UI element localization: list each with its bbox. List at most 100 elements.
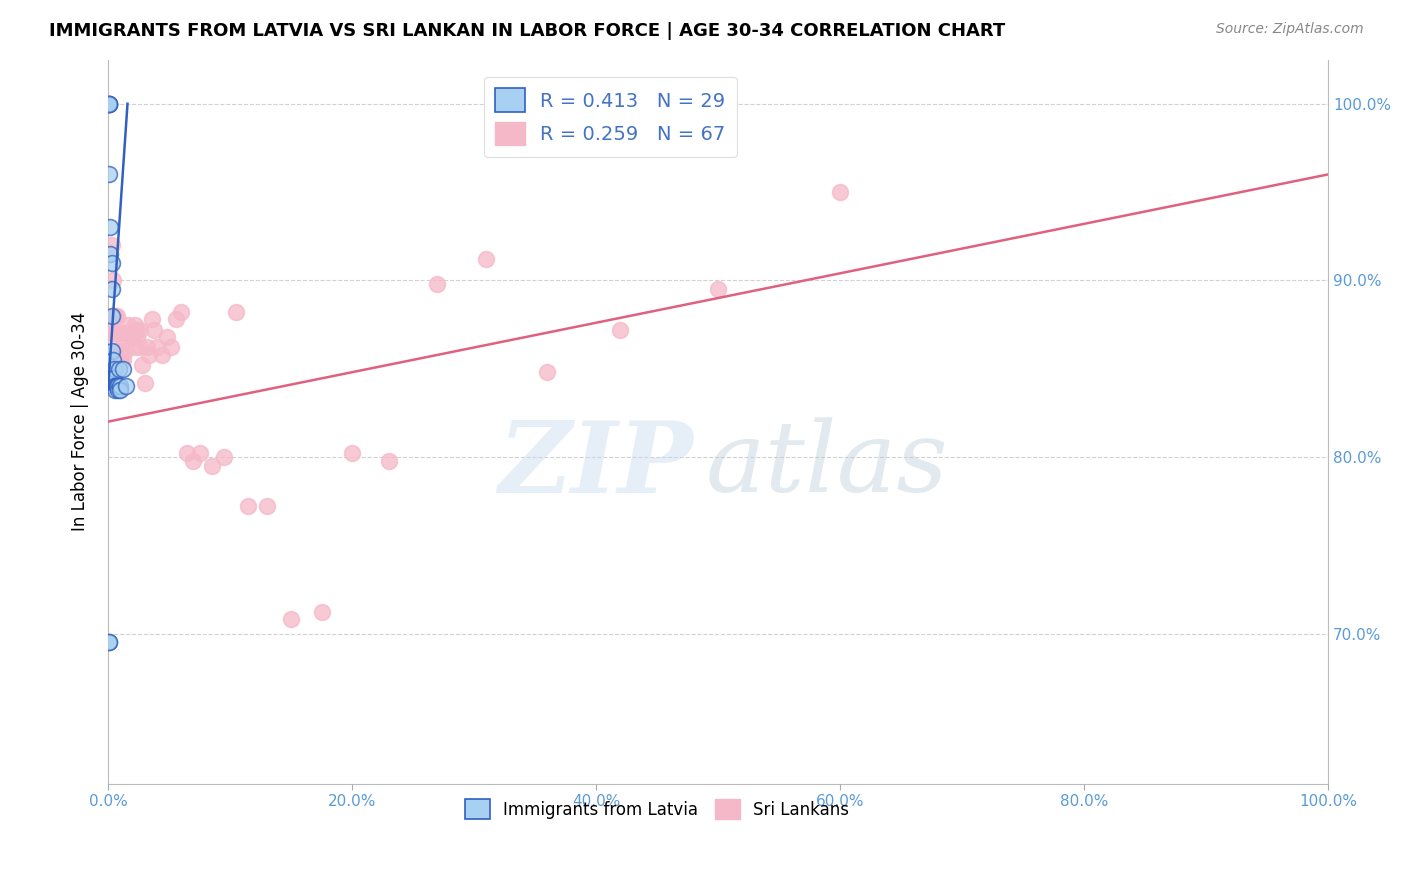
Point <box>108 344 131 359</box>
Point <box>146 341 169 355</box>
Point <box>114 326 136 341</box>
Point <box>98 96 121 111</box>
Point <box>111 352 134 367</box>
Point <box>201 458 224 473</box>
Point <box>155 330 177 344</box>
Point <box>103 379 125 393</box>
Point <box>118 326 141 341</box>
Point <box>124 318 146 332</box>
Point <box>134 376 156 390</box>
Point <box>108 379 131 393</box>
Point <box>127 323 149 337</box>
Point <box>111 361 134 376</box>
Point <box>104 309 127 323</box>
Point <box>183 453 205 467</box>
Point <box>100 256 122 270</box>
Point <box>98 96 121 111</box>
Point <box>136 341 159 355</box>
Point <box>212 450 235 464</box>
Point <box>188 446 211 460</box>
Point <box>117 318 139 332</box>
Point <box>127 330 149 344</box>
Point <box>377 453 399 467</box>
Point <box>141 312 163 326</box>
Point <box>98 96 121 111</box>
Point <box>150 347 173 361</box>
Point <box>128 323 150 337</box>
Point <box>121 330 143 344</box>
Point <box>98 168 121 182</box>
Point <box>828 185 851 199</box>
Point <box>101 352 124 367</box>
Point <box>98 96 121 111</box>
Point <box>124 341 146 355</box>
Point <box>170 305 193 319</box>
Point <box>98 635 121 649</box>
Point <box>107 379 129 393</box>
Point <box>105 379 128 393</box>
Point <box>103 309 125 323</box>
Point <box>104 383 127 397</box>
Point <box>98 96 121 111</box>
Point <box>100 326 122 341</box>
Point <box>114 344 136 359</box>
Point <box>105 309 128 323</box>
Point <box>426 277 449 291</box>
Legend: Immigrants from Latvia, Sri Lankans: Immigrants from Latvia, Sri Lankans <box>458 792 856 826</box>
Point <box>107 344 129 359</box>
Point <box>100 238 122 252</box>
Point <box>707 282 730 296</box>
Point <box>108 344 131 359</box>
Point <box>101 273 124 287</box>
Text: IMMIGRANTS FROM LATVIA VS SRI LANKAN IN LABOR FORCE | AGE 30-34 CORRELATION CHAR: IMMIGRANTS FROM LATVIA VS SRI LANKAN IN … <box>49 22 1005 40</box>
Point <box>110 352 132 367</box>
Point <box>110 344 132 359</box>
Point <box>107 383 129 397</box>
Point <box>131 358 153 372</box>
Point <box>98 635 121 649</box>
Y-axis label: In Labor Force | Age 30-34: In Labor Force | Age 30-34 <box>72 312 89 532</box>
Point <box>340 446 363 460</box>
Point <box>115 379 138 393</box>
Point <box>475 252 498 267</box>
Point <box>114 326 136 341</box>
Point <box>100 247 122 261</box>
Point <box>103 361 125 376</box>
Point <box>103 370 125 384</box>
Point <box>108 383 131 397</box>
Text: Source: ZipAtlas.com: Source: ZipAtlas.com <box>1216 22 1364 37</box>
Point <box>101 370 124 384</box>
Point <box>536 365 558 379</box>
Point <box>104 379 127 393</box>
Point <box>160 341 183 355</box>
Point <box>100 309 122 323</box>
Point <box>108 352 131 367</box>
Text: atlas: atlas <box>706 417 949 513</box>
Point <box>143 323 166 337</box>
Point <box>108 361 131 376</box>
Point <box>100 282 122 296</box>
Point <box>609 323 631 337</box>
Point <box>105 344 128 359</box>
Point <box>128 341 150 355</box>
Point <box>107 326 129 341</box>
Point <box>108 361 131 376</box>
Point <box>104 361 127 376</box>
Point <box>103 326 125 341</box>
Point <box>225 305 247 319</box>
Point <box>98 96 121 111</box>
Point <box>176 446 198 460</box>
Point <box>280 612 302 626</box>
Point <box>108 326 131 341</box>
Point <box>138 347 160 361</box>
Point <box>100 344 122 359</box>
Point <box>111 335 134 350</box>
Point <box>238 500 260 514</box>
Point <box>165 312 187 326</box>
Point <box>256 500 278 514</box>
Text: ZIP: ZIP <box>499 417 693 514</box>
Point <box>105 379 128 393</box>
Point <box>100 220 122 235</box>
Point <box>117 326 139 341</box>
Point <box>104 326 127 341</box>
